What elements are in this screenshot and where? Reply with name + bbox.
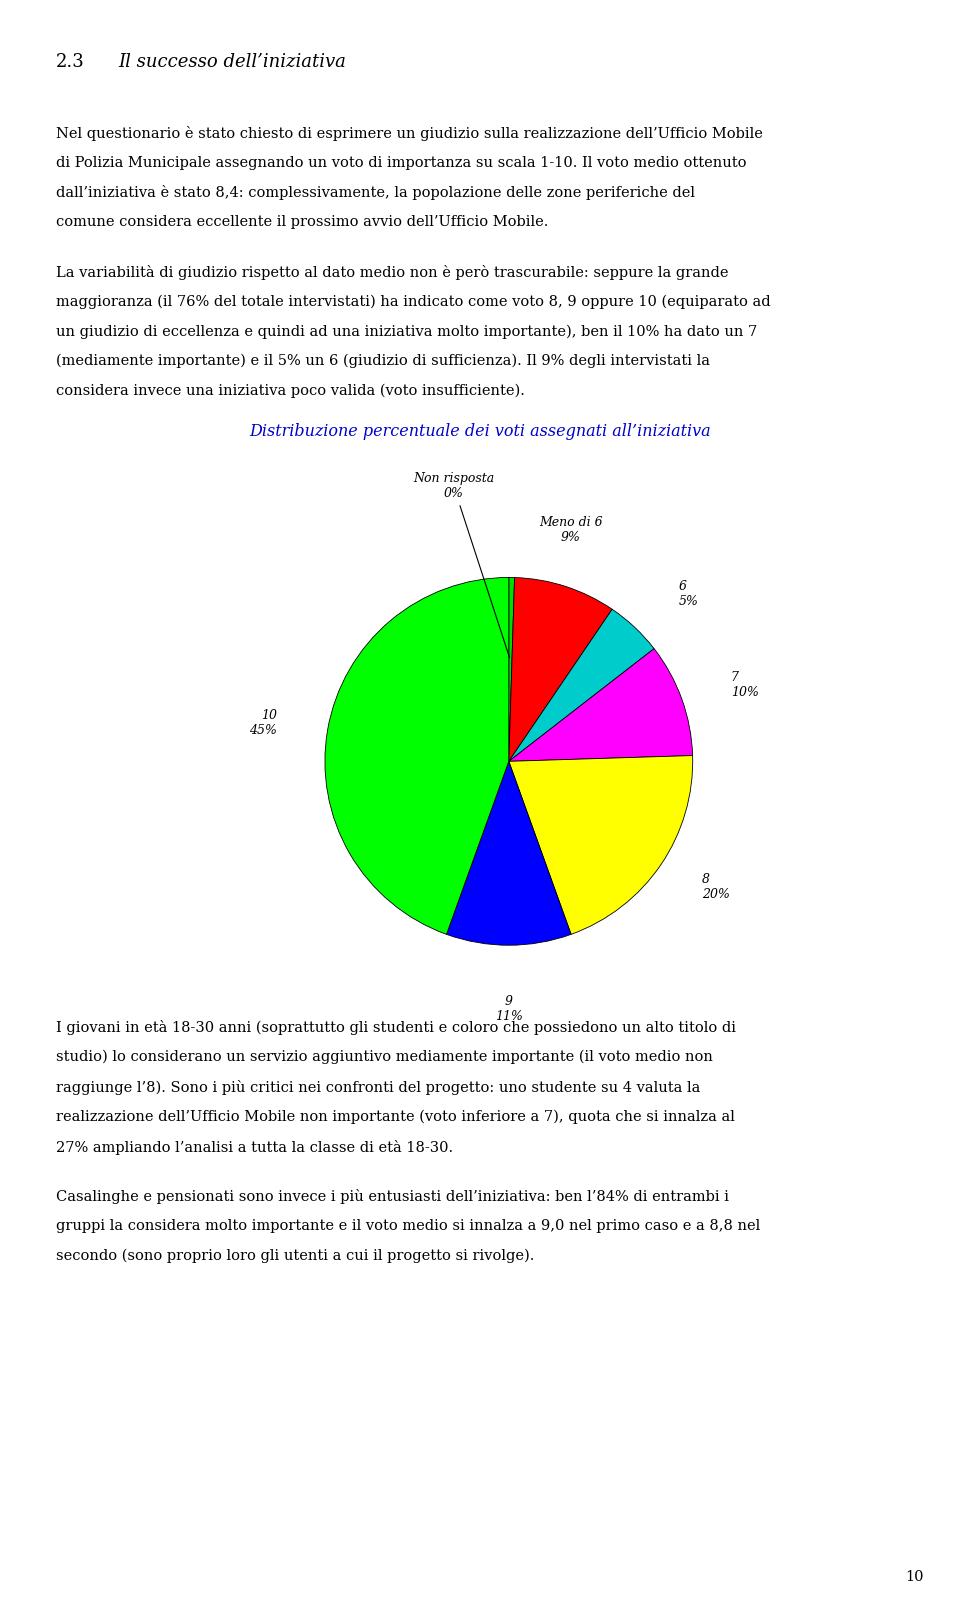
Text: La variabilità di giudizio rispetto al dato medio non è però trascurabile: seppu: La variabilità di giudizio rispetto al d… bbox=[56, 265, 729, 279]
Text: 10
45%: 10 45% bbox=[249, 708, 276, 737]
Text: (mediamente importante) e il 5% un 6 (giudizio di sufficienza). Il 9% degli inte: (mediamente importante) e il 5% un 6 (gi… bbox=[56, 353, 709, 368]
Text: Il successo dell’iniziativa: Il successo dell’iniziativa bbox=[118, 53, 346, 71]
Text: realizzazione dell’Ufficio Mobile non importante (voto inferiore a 7), quota che: realizzazione dell’Ufficio Mobile non im… bbox=[56, 1110, 734, 1124]
Text: considera invece una iniziativa poco valida (voto insufficiente).: considera invece una iniziativa poco val… bbox=[56, 384, 524, 398]
Text: Nel questionario è stato chiesto di esprimere un giudizio sulla realizzazione de: Nel questionario è stato chiesto di espr… bbox=[56, 126, 762, 140]
Text: I giovani in età 18-30 anni (soprattutto gli studenti e coloro che possiedono un: I giovani in età 18-30 anni (soprattutto… bbox=[56, 1019, 735, 1036]
Text: di Polizia Municipale assegnando un voto di importanza su scala 1-10. Il voto me: di Polizia Municipale assegnando un voto… bbox=[56, 156, 746, 169]
Text: 8
20%: 8 20% bbox=[702, 873, 730, 902]
Wedge shape bbox=[509, 648, 692, 761]
Text: 10: 10 bbox=[905, 1569, 924, 1584]
Text: 2.3: 2.3 bbox=[56, 53, 84, 71]
Text: Casalinghe e pensionati sono invece i più entusiasti dell’iniziativa: ben l’84% : Casalinghe e pensionati sono invece i pi… bbox=[56, 1189, 729, 1203]
Wedge shape bbox=[324, 577, 509, 934]
Wedge shape bbox=[509, 577, 612, 761]
Text: gruppi la considera molto importante e il voto medio si innalza a 9,0 nel primo : gruppi la considera molto importante e i… bbox=[56, 1218, 760, 1232]
Text: 6
5%: 6 5% bbox=[679, 579, 699, 608]
Text: Non risposta
0%: Non risposta 0% bbox=[413, 473, 510, 658]
Wedge shape bbox=[509, 755, 693, 934]
Wedge shape bbox=[509, 577, 515, 761]
Text: 9
11%: 9 11% bbox=[494, 995, 523, 1023]
Wedge shape bbox=[509, 610, 654, 761]
Text: raggiunge l’8). Sono i più critici nei confronti del progetto: uno studente su 4: raggiunge l’8). Sono i più critici nei c… bbox=[56, 1079, 700, 1095]
Wedge shape bbox=[446, 761, 571, 945]
Text: Meno di 6
9%: Meno di 6 9% bbox=[539, 516, 603, 544]
Text: Distribuzione percentuale dei voti assegnati all’iniziativa: Distribuzione percentuale dei voti asseg… bbox=[250, 423, 710, 440]
Text: un giudizio di eccellenza e quindi ad una iniziativa molto importante), ben il 1: un giudizio di eccellenza e quindi ad un… bbox=[56, 324, 756, 339]
Text: studio) lo considerano un servizio aggiuntivo mediamente importante (il voto med: studio) lo considerano un servizio aggiu… bbox=[56, 1050, 712, 1065]
Text: secondo (sono proprio loro gli utenti a cui il progetto si rivolge).: secondo (sono proprio loro gli utenti a … bbox=[56, 1248, 534, 1263]
Text: maggioranza (il 76% del totale intervistati) ha indicato come voto 8, 9 oppure 1: maggioranza (il 76% del totale intervist… bbox=[56, 294, 770, 308]
Text: 27% ampliando l’analisi a tutta la classe di età 18-30.: 27% ampliando l’analisi a tutta la class… bbox=[56, 1139, 453, 1155]
Text: dall’iniziativa è stato 8,4: complessivamente, la popolazione delle zone perifer: dall’iniziativa è stato 8,4: complessiva… bbox=[56, 185, 695, 200]
Text: comune considera eccellente il prossimo avvio dell’Ufficio Mobile.: comune considera eccellente il prossimo … bbox=[56, 215, 548, 229]
Text: 7
10%: 7 10% bbox=[731, 671, 758, 700]
